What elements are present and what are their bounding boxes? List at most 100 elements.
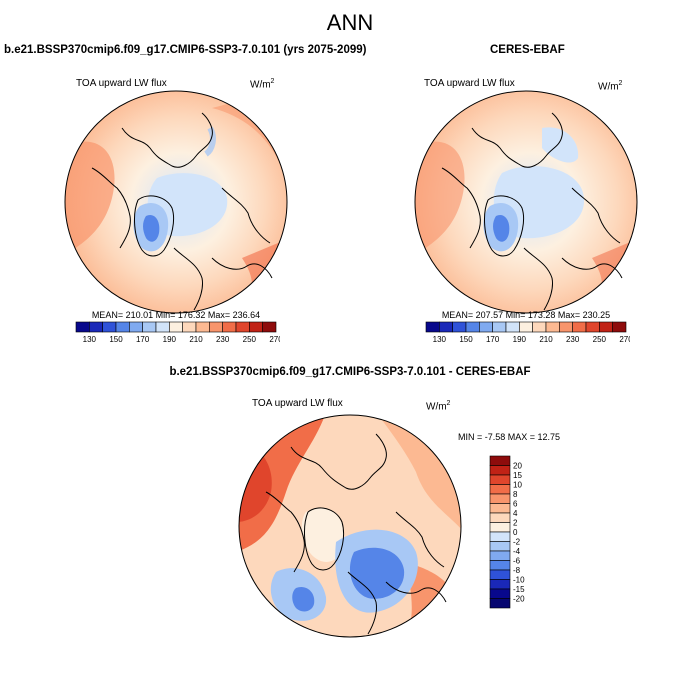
colorbar-tick-label: 210	[189, 335, 203, 344]
model-map-border	[64, 90, 288, 314]
colorbar-cell	[489, 493, 511, 504]
model-stats: MEAN= 210.01 Min= 176.32 Max= 236.64	[91, 310, 261, 320]
colorbar-cell	[489, 531, 511, 542]
model-variable-title: TOA upward LW flux	[76, 78, 167, 89]
colorbar-tick-label: -20	[513, 595, 525, 604]
diff-strong-cool-region	[292, 586, 315, 612]
colorbar-cell	[489, 474, 511, 485]
colorbar-tick-label: 8	[513, 490, 518, 499]
obs-greenland-core	[493, 214, 510, 242]
colorbar-cell	[115, 321, 130, 333]
colorbar-tick-label: 170	[136, 335, 150, 344]
colorbar-tick-label: 0	[513, 528, 518, 537]
colorbar-cell	[129, 321, 143, 333]
colorbar-cell	[559, 321, 573, 333]
colorbar-tick-label: -8	[513, 566, 521, 575]
diff-units: W/m2	[426, 400, 451, 413]
colorbar-cell	[89, 321, 103, 333]
colorbar-cell	[489, 455, 511, 466]
obs-colorbar: 130 150 170 190 210 230 250 270	[425, 321, 630, 344]
obs-colorbar-labels: 130 150 170 190 210 230 250 270	[433, 335, 630, 344]
colorbar-tick-label: 130	[83, 335, 97, 344]
obs-map-border	[414, 90, 638, 314]
colorbar-cell	[195, 321, 210, 333]
colorbar-tick-label: 190	[163, 335, 177, 344]
colorbar-cell	[489, 588, 511, 599]
colorbar-cell	[249, 321, 263, 333]
figure-title: ANN	[326, 10, 374, 35]
colorbar-cell	[585, 321, 600, 333]
colorbar-cell	[102, 321, 117, 333]
colorbar-cell	[262, 321, 277, 333]
colorbar-cell	[532, 321, 547, 333]
colorbar-tick-label: 150	[459, 335, 473, 344]
colorbar-cell	[155, 321, 170, 333]
colorbar-tick-label: 10	[513, 481, 522, 490]
colorbar-tick-label: 20	[513, 462, 522, 471]
colorbar-tick-label: 4	[513, 509, 518, 518]
colorbar-cell	[489, 550, 511, 561]
diff-colorbar-cells	[489, 455, 511, 609]
model-greenland-core	[143, 214, 160, 242]
colorbar-cell	[572, 321, 587, 333]
colorbar-cell	[599, 321, 613, 333]
colorbar-cell	[489, 522, 511, 533]
colorbar-tick-label: 210	[539, 335, 553, 344]
colorbar-cell	[209, 321, 223, 333]
obs-warm-region	[415, 141, 465, 258]
diff-neutral-region	[301, 508, 345, 562]
model-coastlines	[91, 112, 273, 311]
colorbar-cell	[169, 321, 183, 333]
colorbar-tick-label: -15	[513, 585, 525, 594]
colorbar-cell	[75, 321, 90, 333]
colorbar-cell	[519, 321, 533, 333]
colorbar-cell	[505, 321, 520, 333]
colorbar-cell	[492, 321, 507, 333]
obs-panel-title: CERES-EBAF	[490, 44, 565, 56]
colorbar-cell	[222, 321, 237, 333]
colorbar-tick-label: 170	[486, 335, 500, 344]
model-colorbar-cells	[75, 321, 277, 333]
diff-stats: MIN = -7.58 MAX = 12.75	[458, 432, 561, 442]
colorbar-cell	[489, 541, 511, 552]
model-colorbar-labels: 130 150 170 190 210 230 250 270	[83, 335, 280, 344]
colorbar-cell	[489, 579, 511, 590]
colorbar-tick-label: 2	[513, 519, 518, 528]
diff-variable-title: TOA upward LW flux	[252, 398, 343, 409]
diff-map-border	[238, 414, 462, 638]
colorbar-cell	[235, 321, 250, 333]
colorbar-tick-label: 270	[619, 335, 630, 344]
colorbar-tick-label: 6	[513, 500, 518, 509]
obs-colorbar-cells	[425, 321, 627, 333]
colorbar-cell	[465, 321, 480, 333]
model-warm-region	[65, 141, 115, 258]
colorbar-cell	[545, 321, 560, 333]
colorbar-cell	[182, 321, 197, 333]
colorbar-tick-label: 150	[109, 335, 123, 344]
model-units: W/m2	[250, 78, 275, 91]
colorbar-cell	[489, 503, 511, 514]
colorbar-tick-label: 230	[216, 335, 230, 344]
colorbar-tick-label: 250	[243, 335, 257, 344]
colorbar-tick-label: 270	[269, 335, 280, 344]
colorbar-tick-label: 130	[433, 335, 447, 344]
colorbar-tick-label: 230	[566, 335, 580, 344]
colorbar-cell	[439, 321, 453, 333]
model-cool-patch	[204, 126, 216, 157]
obs-polar-map	[414, 90, 638, 314]
colorbar-cell	[489, 512, 511, 523]
obs-cool-patch	[542, 127, 579, 163]
colorbar-tick-label: -6	[513, 557, 521, 566]
colorbar-tick-label: -4	[513, 547, 521, 556]
diff-polar-map	[238, 414, 462, 638]
obs-variable-title: TOA upward LW flux	[424, 78, 515, 89]
colorbar-tick-label: 190	[513, 335, 527, 344]
colorbar-tick-label: -2	[513, 538, 521, 547]
obs-stats: MEAN= 207.57 Min= 173.28 Max= 230.25	[441, 310, 611, 320]
model-colorbar: 130 150 170 190 210 230 250 270	[75, 321, 280, 344]
colorbar-cell	[452, 321, 467, 333]
colorbar-cell	[142, 321, 157, 333]
colorbar-cell	[479, 321, 493, 333]
